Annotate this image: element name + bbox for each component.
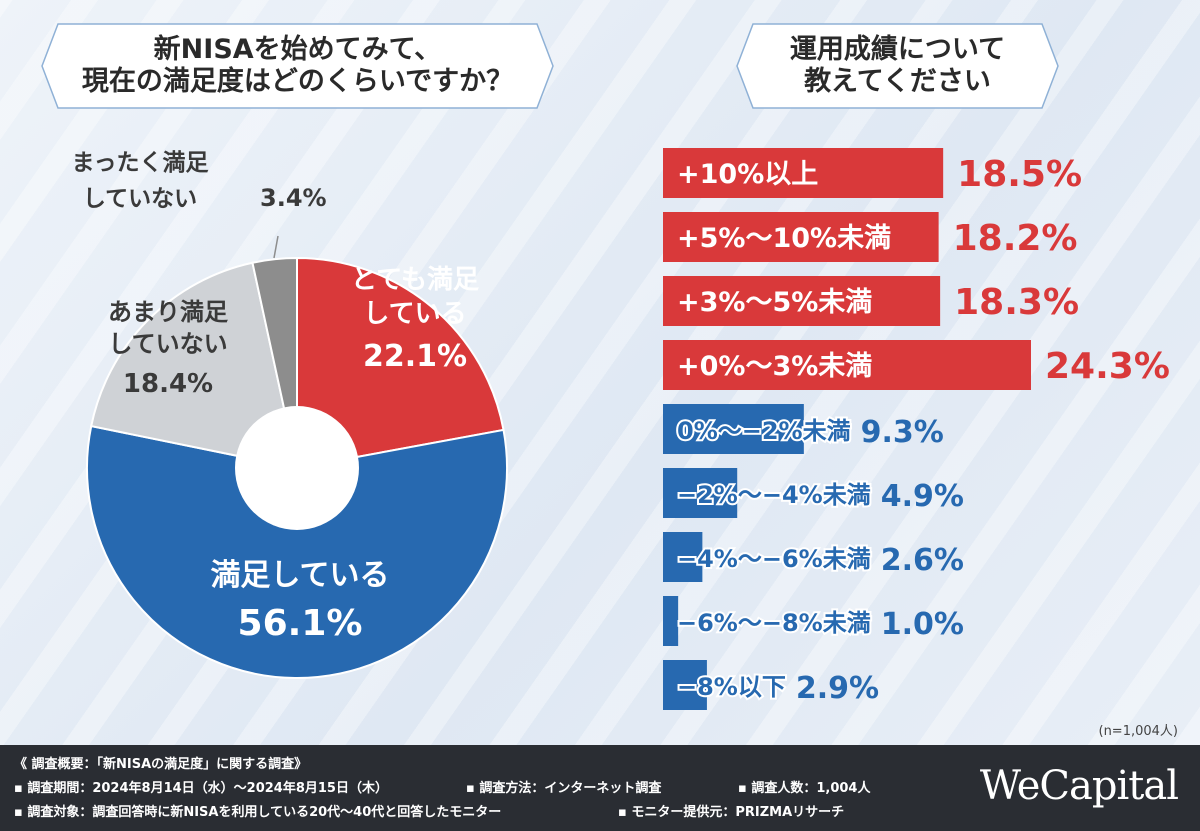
bar-value-label: 4.9%	[881, 479, 964, 514]
wecapital-logo: WeCapital	[979, 763, 1179, 809]
pie-slice	[90, 261, 299, 470]
bar	[663, 404, 804, 454]
slice-label: まったく満足	[71, 150, 208, 176]
question-left-line1: 新NISAを始めてみて、	[153, 33, 442, 65]
slice-value: 22.1%	[363, 339, 467, 374]
slice-label: あまり満足	[108, 298, 228, 326]
bar-category-label: −2%〜−4%未満	[677, 481, 871, 509]
footer-summary-title: 《 調査概要：「新NISAの満足度」に関する調査》	[14, 757, 308, 772]
footer-target: ▪ 調査対象：調査回答時に新NISAを利用している20代〜40代と回答したモニタ…	[14, 805, 502, 820]
bar	[663, 532, 703, 582]
bar-category-label: 0%〜−2%未満	[677, 417, 851, 445]
slice-label: 満足している	[210, 558, 389, 593]
bar-category-label: +0%〜3%未満	[677, 351, 872, 382]
pie-slice	[296, 256, 505, 470]
question-right-line1: 運用成績について	[789, 33, 1006, 65]
question-right-line2: 教えてください	[804, 66, 991, 97]
footer-period: ▪ 調査期間：2024年8月14日（水）〜2024年8月15日（木）	[14, 781, 388, 796]
bar-value-label: 1.0%	[881, 607, 964, 642]
bar	[663, 212, 939, 262]
bar-value-label: 24.3%	[1045, 346, 1170, 387]
slice-value: 3.4%	[260, 184, 327, 212]
bar-category-label: +3%〜5%未満	[677, 287, 872, 318]
bar	[663, 596, 679, 646]
bar	[663, 276, 941, 326]
satisfaction-donut-chart: とても満足している22.1%満足している56.1%あまり満足していない18.4%…	[71, 150, 508, 679]
slice-label: している	[363, 299, 466, 329]
bar	[663, 340, 1031, 390]
slice-label: していない	[83, 186, 197, 212]
question-left-frame	[41, 23, 554, 109]
performance-bar-chart: +10%以上 18.5% +5%〜10%未満 18.2% +3%〜5%未満 18.3% +0…	[663, 148, 1170, 710]
slice-label: していない	[108, 330, 227, 358]
question-right-frame	[736, 23, 1059, 109]
question-right: 運用成績について 教えてください	[735, 22, 1060, 110]
slice-value: 56.1%	[238, 603, 363, 644]
footer-method: ▪ 調査方法：インターネット調査	[466, 781, 662, 796]
bar-value-label: 9.3%	[861, 415, 944, 450]
footer-provider: ▪ モニター提供元：PRIZMAリサーチ	[618, 805, 845, 820]
bar-category-label: −6%〜−8%未満	[677, 609, 871, 637]
bar-category-label: −4%〜−6%未満	[677, 545, 871, 573]
donut-hole	[235, 406, 359, 530]
leader-line	[273, 235, 279, 259]
sample-size-note: (n=1,004人)	[1098, 724, 1179, 739]
bar	[663, 148, 944, 198]
bar-value-label: 18.3%	[954, 282, 1079, 323]
slice-label: とても満足	[351, 265, 479, 295]
bar-category-label: −8%以下	[677, 673, 786, 701]
bar-category-label: +10%以上	[677, 159, 818, 190]
bar	[663, 660, 707, 710]
footer-count: ▪ 調査人数：1,004人	[738, 781, 871, 796]
bar-value-label: 2.6%	[881, 543, 964, 578]
bar-value-label: 18.2%	[953, 218, 1078, 259]
slice-value: 18.4%	[123, 369, 213, 399]
bar-category-label: +5%〜10%未満	[677, 223, 891, 254]
footer: 《 調査概要：「新NISAの満足度」に関する調査》 ▪ 調査期間：2024年8月…	[0, 745, 1200, 831]
bar-value-label: 2.9%	[796, 671, 879, 706]
question-left: 新NISAを始めてみて、 現在の満足度はどのくらいですか？	[40, 22, 555, 110]
bar	[663, 468, 738, 518]
question-left-line2: 現在の満足度はどのくらいですか？	[81, 66, 514, 97]
pie-slice	[86, 424, 508, 679]
bar-value-label: 18.5%	[957, 154, 1082, 195]
